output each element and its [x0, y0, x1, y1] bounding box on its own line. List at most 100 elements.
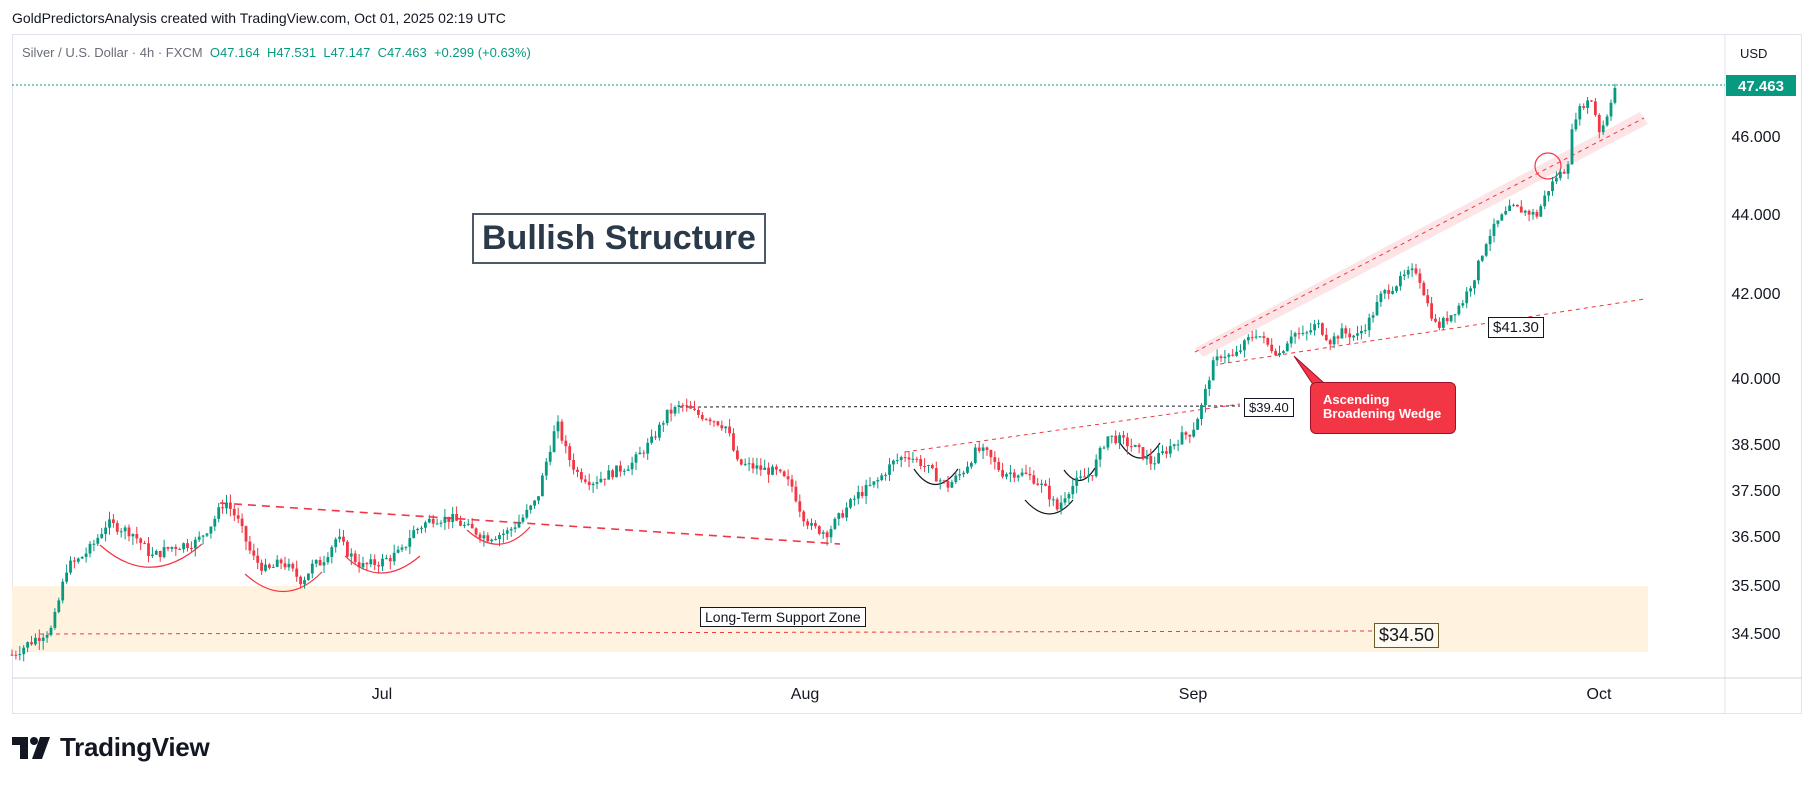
- chart-frame[interactable]: [12, 34, 1802, 714]
- candle-body: [739, 459, 743, 465]
- candle-body: [1274, 351, 1277, 356]
- candle-body: [37, 637, 41, 641]
- candle-body: [1137, 444, 1141, 448]
- candle-body: [1434, 318, 1437, 322]
- candle-body: [392, 552, 396, 562]
- candle-body: [798, 501, 802, 512]
- candle-body: [318, 560, 322, 566]
- candle-body: [1094, 459, 1098, 477]
- candle-body: [1590, 100, 1593, 102]
- candle-body: [1020, 472, 1024, 476]
- currency-selector[interactable]: USD: [1740, 46, 1768, 61]
- rounded-bottom-arc-8: [1119, 442, 1161, 459]
- candle-body: [1040, 483, 1043, 485]
- candle-body: [377, 565, 380, 567]
- candle-body: [1410, 268, 1414, 271]
- candle-body: [404, 546, 408, 548]
- candle-body: [1180, 432, 1184, 445]
- candle-body: [41, 637, 45, 641]
- candle-body: [1075, 477, 1079, 486]
- candle-body: [158, 550, 162, 558]
- candle-body: [755, 465, 759, 469]
- candle-body: [907, 457, 911, 460]
- candle-body: [767, 467, 770, 475]
- candle-body: [1406, 270, 1410, 275]
- candle-body: [1207, 380, 1211, 389]
- candle-body: [1126, 437, 1129, 447]
- candle-body: [810, 523, 813, 526]
- candle-body: [373, 559, 377, 566]
- candle-body: [1473, 280, 1476, 289]
- candle-body: [119, 531, 123, 533]
- candle-body: [669, 409, 673, 414]
- bullish-structure-label: Bullish Structure: [472, 213, 766, 264]
- candle-body: [225, 502, 228, 509]
- candle-body: [732, 433, 735, 451]
- candle-body: [466, 523, 470, 525]
- candle-body: [603, 478, 607, 480]
- candle-body: [186, 543, 189, 548]
- candle-body: [365, 563, 369, 565]
- candle-body: [954, 475, 958, 483]
- candle-body: [1562, 171, 1566, 174]
- wedge-callout: Ascending Broadening Wedge: [1310, 382, 1456, 434]
- candle-body: [989, 449, 993, 458]
- candle-body: [1445, 317, 1449, 322]
- candle-body: [197, 536, 201, 540]
- last-price-label: 47.463: [1738, 78, 1784, 95]
- candle-body: [338, 536, 341, 540]
- candle-body: [884, 474, 887, 476]
- candle-body: [817, 526, 821, 534]
- candle-body: [1340, 328, 1344, 339]
- candle-body: [985, 447, 989, 450]
- candle-body: [872, 481, 876, 485]
- tradingview-logo[interactable]: TradingView: [12, 732, 210, 763]
- candle-body: [860, 492, 864, 497]
- candle-body: [283, 563, 287, 568]
- candle-body: [517, 521, 521, 528]
- candle-body: [455, 514, 458, 521]
- candle-body: [361, 563, 365, 568]
- candle-body: [981, 447, 985, 451]
- candle-body: [1110, 435, 1114, 437]
- candle-body: [1352, 335, 1355, 338]
- candle-body: [162, 547, 166, 558]
- candle-body: [642, 452, 646, 454]
- candle-body: [1469, 288, 1472, 292]
- candle-body: [751, 463, 755, 469]
- candle-body: [268, 564, 271, 568]
- candle-body: [346, 541, 349, 557]
- candle-body: [151, 554, 154, 557]
- candle-body: [1336, 336, 1340, 339]
- candle-body: [849, 499, 852, 508]
- candle-body: [1215, 356, 1219, 361]
- candle-body: [334, 539, 338, 548]
- wedge-upper-band: [1195, 112, 1648, 357]
- candle-body: [1558, 171, 1562, 179]
- candle-body: [252, 550, 256, 556]
- candle-body: [1438, 321, 1441, 328]
- candle-body: [1223, 356, 1227, 359]
- candle-body: [736, 450, 739, 460]
- symbol-name[interactable]: Silver / U.S. Dollar · 4h · FXCM: [22, 45, 203, 60]
- candle-body: [833, 518, 837, 529]
- candle-body: [529, 505, 533, 510]
- candle-body: [213, 518, 217, 527]
- price-axis[interactable]: 34.500 35.500 36.500 37.500 38.500 40.000 42.0…: [1732, 129, 1781, 643]
- candle-body: [190, 547, 193, 549]
- candle-body: [396, 549, 400, 553]
- candle-body: [112, 519, 115, 524]
- candle-body: [463, 524, 466, 526]
- candle-body: [357, 562, 361, 568]
- candle-body: [888, 464, 891, 475]
- candle-body: [1313, 324, 1316, 331]
- candle-body: [1461, 303, 1465, 306]
- candle-body: [314, 560, 318, 564]
- candle-body: [1258, 336, 1262, 338]
- time-axis[interactable]: Jul Aug Sep Oct: [372, 686, 1612, 703]
- candle-body: [1399, 276, 1402, 287]
- candle-body: [431, 518, 435, 524]
- low-value: L47.147: [323, 45, 371, 60]
- change-value: +0.299 (+0.63%): [433, 45, 531, 60]
